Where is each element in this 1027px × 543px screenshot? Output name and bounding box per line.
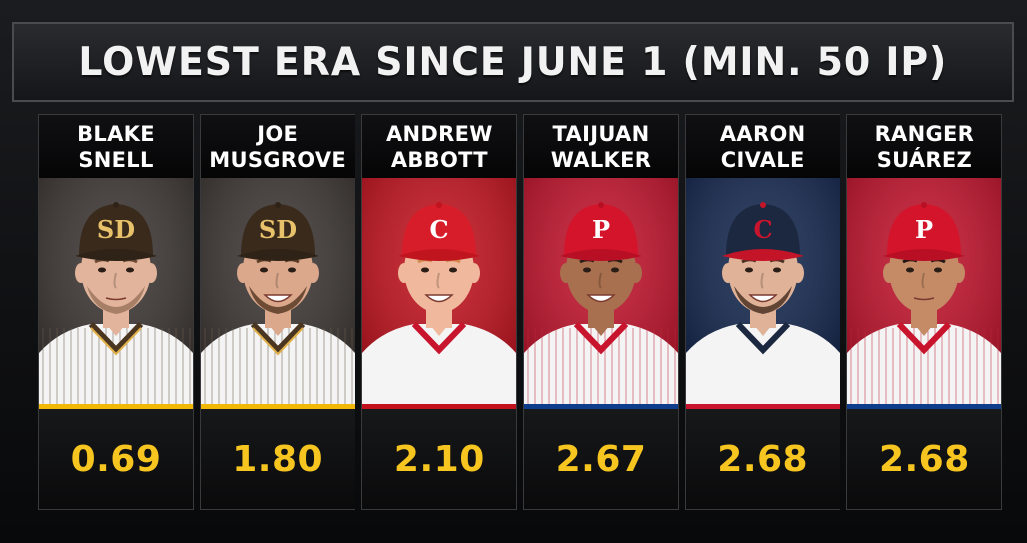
player-first-name: AARON	[719, 121, 806, 146]
headshot-illustration: SD	[39, 178, 193, 406]
era-box: 2.68	[847, 409, 1002, 509]
baseball-cap	[725, 204, 800, 256]
team-logo-icon: SD	[97, 215, 135, 244]
headshot-illustration: SD	[200, 178, 355, 406]
player-headshot: C	[362, 178, 517, 406]
era-box: 2.67	[524, 409, 679, 509]
player-last-name: SUÁREZ	[876, 147, 973, 172]
player-name: TAIJUAN WALKER	[524, 115, 679, 178]
title-bar: LOWEST ERA SINCE JUNE 1 (MIN. 50 IP)	[12, 22, 1014, 102]
era-value: 2.10	[393, 438, 485, 480]
headshot-illustration: C	[362, 178, 517, 406]
player-first-name: RANGER	[874, 121, 975, 146]
baseball-cap	[79, 204, 153, 256]
jersey	[524, 324, 679, 406]
headshot-illustration: P	[524, 178, 679, 406]
player-last-name: MUSGROVE	[209, 147, 347, 172]
player-first-name: BLAKE	[77, 121, 155, 146]
player-last-name: SNELL	[78, 147, 154, 172]
player-last-name: CIVALE	[720, 147, 805, 172]
player-name: JOE MUSGROVE	[200, 115, 355, 178]
era-box: 0.69	[39, 409, 193, 509]
headshot-illustration: C	[685, 178, 840, 406]
era-value: 2.68	[717, 438, 809, 480]
baseball-cap	[564, 204, 639, 256]
jersey	[685, 324, 840, 406]
era-value: 2.67	[555, 438, 647, 480]
team-logo-icon: SD	[259, 215, 297, 244]
era-box: 2.10	[362, 409, 517, 509]
player-first-name: JOE	[257, 121, 299, 146]
team-logo-icon: P	[592, 215, 610, 244]
player-headshot: P	[524, 178, 679, 406]
player-name: BLAKE SNELL	[39, 115, 193, 178]
player-name: AARON CIVALE	[685, 115, 840, 178]
team-color-divider	[200, 404, 355, 409]
team-color-divider	[524, 404, 679, 409]
jersey	[39, 324, 193, 406]
player-first-name: TAIJUAN	[552, 121, 650, 146]
jersey	[362, 324, 517, 406]
player-card: JOE MUSGROVE SD 1.80	[199, 114, 356, 510]
player-headshot: P	[847, 178, 1002, 406]
jersey	[847, 324, 1002, 406]
headshot-illustration: P	[847, 178, 1002, 406]
era-value: 1.80	[232, 438, 324, 480]
team-color-divider	[685, 404, 840, 409]
team-logo-icon: C	[753, 215, 772, 244]
player-headshot: SD	[39, 178, 193, 406]
player-last-name: WALKER	[550, 147, 652, 172]
player-headshot: C	[685, 178, 840, 406]
player-name: RANGER SUÁREZ	[847, 115, 1002, 178]
chart-title: LOWEST ERA SINCE JUNE 1 (MIN. 50 IP)	[78, 39, 948, 85]
baseball-cap	[240, 204, 315, 256]
baseball-cap	[887, 204, 962, 256]
jersey	[200, 324, 355, 406]
team-logo-icon: P	[915, 215, 933, 244]
team-color-divider	[847, 404, 1002, 409]
team-color-divider	[39, 404, 193, 409]
team-color-divider	[362, 404, 517, 409]
player-headshot: SD	[200, 178, 355, 406]
player-card: ANDREW ABBOTT C 2.10	[361, 114, 518, 510]
player-card: TAIJUAN WALKER P 2.67	[523, 114, 679, 510]
team-logo-icon: C	[430, 215, 449, 244]
era-box: 1.80	[200, 409, 355, 509]
era-box: 2.68	[685, 409, 840, 509]
player-card: RANGER SUÁREZ P 2.68	[846, 114, 1003, 510]
era-value: 2.68	[878, 438, 970, 480]
player-card: BLAKE SNELL SD 0.69	[38, 114, 194, 510]
player-name: ANDREW ABBOTT	[362, 115, 517, 178]
player-last-name: ABBOTT	[390, 147, 488, 172]
player-card: AARON CIVALE C 2.68	[684, 114, 841, 510]
era-value: 0.69	[70, 438, 162, 480]
player-cards: BLAKE SNELL SD 0.69 JOE MUSGROVE SD 1.80…	[38, 114, 1003, 510]
baseball-cap	[402, 204, 477, 256]
player-first-name: ANDREW	[385, 121, 493, 146]
